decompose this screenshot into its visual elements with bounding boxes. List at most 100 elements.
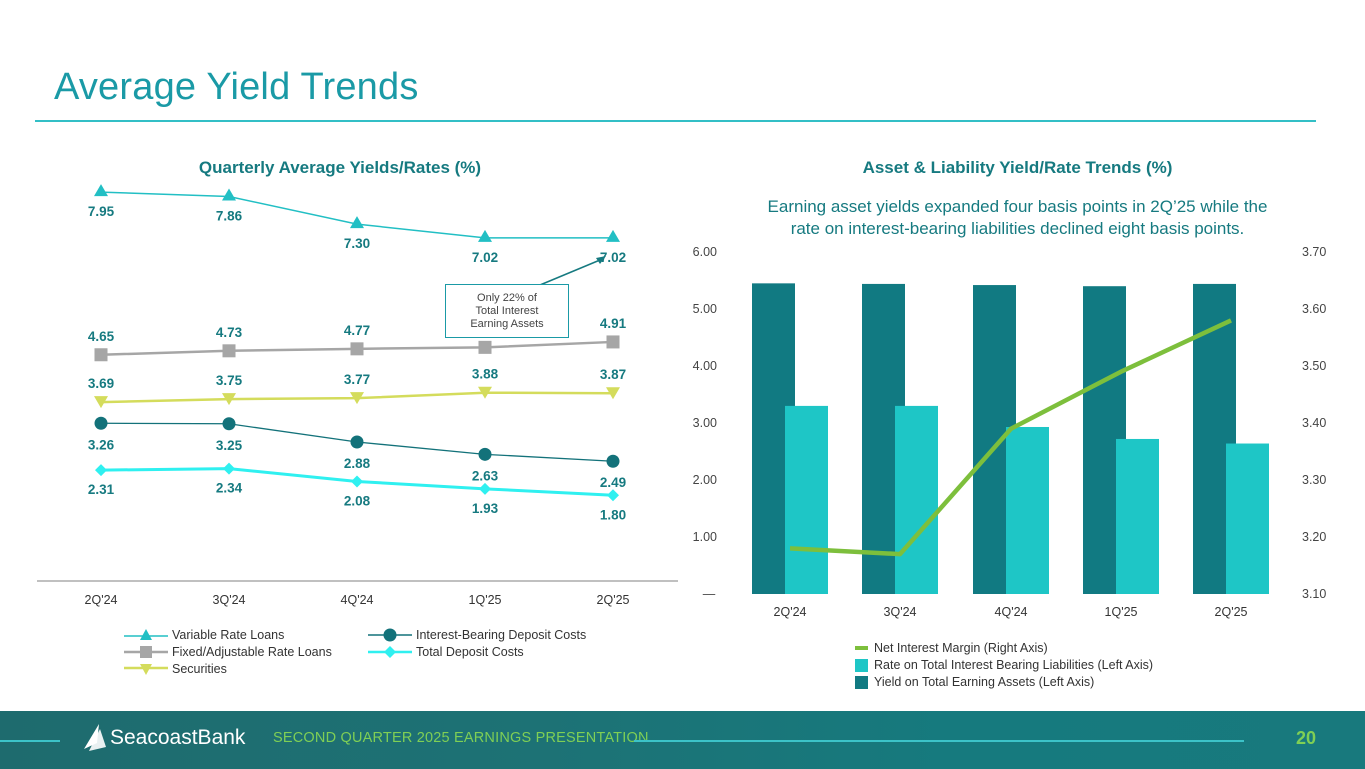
right-axis-tick: 3.20 <box>1302 530 1326 544</box>
subtitle-line-1: Earning asset yields expanded four basis… <box>767 197 1268 216</box>
data-point-triangle-down <box>94 396 108 409</box>
left-axis-tick: 3.00 <box>693 416 717 430</box>
x-tick-label: 1Q'25 <box>1105 605 1138 619</box>
legend-item-fixed-rate-loans: Fixed/Adjustable Rate Loans <box>124 645 332 659</box>
data-label: 7.30 <box>344 236 370 251</box>
legend-item-variable-rate-loans: Variable Rate Loans <box>124 628 284 642</box>
data-point-triangle <box>350 216 364 229</box>
data-label: 3.26 <box>88 437 115 452</box>
data-label: 7.02 <box>600 250 626 265</box>
data-label: 2.63 <box>472 468 499 483</box>
data-point-diamond <box>351 475 363 488</box>
bar-liabilities-rate <box>1116 438 1159 594</box>
right-axis-tick: 3.50 <box>1302 359 1326 373</box>
left-axis-tick: 2.00 <box>693 473 717 487</box>
data-label: 7.86 <box>216 209 243 224</box>
left-axis-tick: 6.00 <box>693 245 717 259</box>
data-point-circle <box>222 417 236 431</box>
data-label: 2.88 <box>344 456 371 471</box>
data-point-triangle <box>94 184 108 197</box>
x-tick-label: 4Q'24 <box>341 593 374 607</box>
x-tick-label: 1Q'25 <box>469 593 502 607</box>
data-point-triangle-down <box>222 393 236 406</box>
data-point-triangle-down <box>350 392 364 405</box>
data-point-circle <box>478 447 492 461</box>
left-axis-tick: — <box>703 587 716 601</box>
right-axis-tick: 3.70 <box>1302 245 1326 259</box>
footer-bar: SeacoastBank SECOND QUARTER 2025 EARNING… <box>0 711 1365 769</box>
data-label: 3.25 <box>216 438 243 453</box>
data-label: 1.93 <box>472 501 499 516</box>
data-point-circle <box>350 435 364 449</box>
footer-rule-left <box>0 740 60 742</box>
data-point-diamond <box>479 482 491 495</box>
data-point-diamond <box>95 464 107 477</box>
callout-line-2: Total Interest <box>475 304 539 317</box>
circle-marker-icon <box>368 628 412 642</box>
left-axis-tick: 1.00 <box>693 530 717 544</box>
legend-label: Net Interest Margin (Right Axis) <box>874 641 1048 655</box>
data-label: 2.08 <box>344 493 371 508</box>
bar-liabilities-rate <box>785 405 828 594</box>
data-point-diamond <box>223 462 235 475</box>
arrowhead-icon <box>596 256 606 264</box>
legend-item-securities: Securities <box>124 662 227 676</box>
data-label: 2.34 <box>216 481 243 496</box>
legend-label: Fixed/Adjustable Rate Loans <box>172 645 332 659</box>
footer-presentation-title: SECOND QUARTER 2025 EARNINGS PRESENTATIO… <box>273 730 649 746</box>
color-swatch-icon <box>855 675 868 689</box>
legend-label: Yield on Total Earning Assets (Left Axis… <box>874 675 1095 689</box>
x-tick-label: 2Q'24 <box>85 593 118 607</box>
left-line-chart: 2Q'24 3Q'24 4Q'24 1Q'25 2Q'25 7.95 7.86 7.30 7.0… <box>37 184 678 607</box>
legend-item-nim: Net Interest Margin (Right Axis) <box>855 641 1048 655</box>
right-axis-tick: 3.40 <box>1302 416 1326 430</box>
callout-box: Only 22% of Total Interest Earning Asset… <box>445 284 569 338</box>
color-swatch-icon <box>855 658 868 672</box>
data-label: 2.49 <box>600 475 626 490</box>
footer-rule-right <box>634 740 1244 742</box>
left-chart-title: Quarterly Average Yields/Rates (%) <box>198 158 482 177</box>
triangle-down-marker-icon <box>124 664 168 675</box>
legend-item-ib-deposit-costs: Interest-Bearing Deposit Costs <box>368 628 586 642</box>
data-label: 3.69 <box>88 376 114 391</box>
data-point-square <box>478 340 492 354</box>
legend-label: Total Deposit Costs <box>416 645 524 659</box>
data-point-circle <box>94 416 108 430</box>
subtitle-line-2: rate on interest-bearing liabilities dec… <box>790 219 1245 238</box>
legend-label: Variable Rate Loans <box>172 628 285 642</box>
left-axis-tick: 4.00 <box>693 359 717 373</box>
data-point-triangle <box>222 188 236 201</box>
legend-label: Interest-Bearing Deposit Costs <box>416 628 587 642</box>
callout-arrow <box>539 259 601 286</box>
legend-item-total-deposit-costs: Total Deposit Costs <box>368 645 524 659</box>
data-label: 1.80 <box>600 507 626 522</box>
x-tick-label: 2Q'25 <box>1215 605 1248 619</box>
data-point-circle <box>606 454 620 468</box>
page-number: 20 <box>1296 728 1317 748</box>
title-divider <box>35 120 1316 122</box>
x-tick-label: 3Q'24 <box>884 605 917 619</box>
slide-title: Average Yield Trends <box>54 66 419 108</box>
right-chart-subtitle: Earning asset yields expanded four basis… <box>720 196 1315 240</box>
left-axis-tick: 5.00 <box>693 302 717 316</box>
data-point-triangle-down <box>478 386 492 399</box>
logo-text: SeacoastBank <box>110 726 246 749</box>
data-point-triangle-down <box>606 387 620 400</box>
data-point-square <box>94 348 108 362</box>
bar-liabilities-rate <box>1226 443 1269 594</box>
data-label: 7.95 <box>88 204 115 219</box>
right-axis-tick: 3.30 <box>1302 473 1326 487</box>
callout-line-1: Only 22% of <box>477 291 537 304</box>
data-label: 7.02 <box>472 250 498 265</box>
nim-line <box>789 318 1232 557</box>
right-axis-tick: 3.60 <box>1302 302 1326 316</box>
data-label: 4.91 <box>600 316 627 331</box>
x-tick-label: 2Q'24 <box>774 605 807 619</box>
legend-label: Rate on Total Interest Bearing Liabiliti… <box>874 658 1154 672</box>
data-point-diamond <box>607 489 619 502</box>
data-point-triangle <box>478 229 492 242</box>
legend-label: Securities <box>172 662 227 676</box>
data-label: 3.75 <box>216 373 243 388</box>
legend-item-liabilities-rate: Rate on Total Interest Bearing Liabiliti… <box>855 658 1153 672</box>
data-point-triangle <box>606 229 620 242</box>
